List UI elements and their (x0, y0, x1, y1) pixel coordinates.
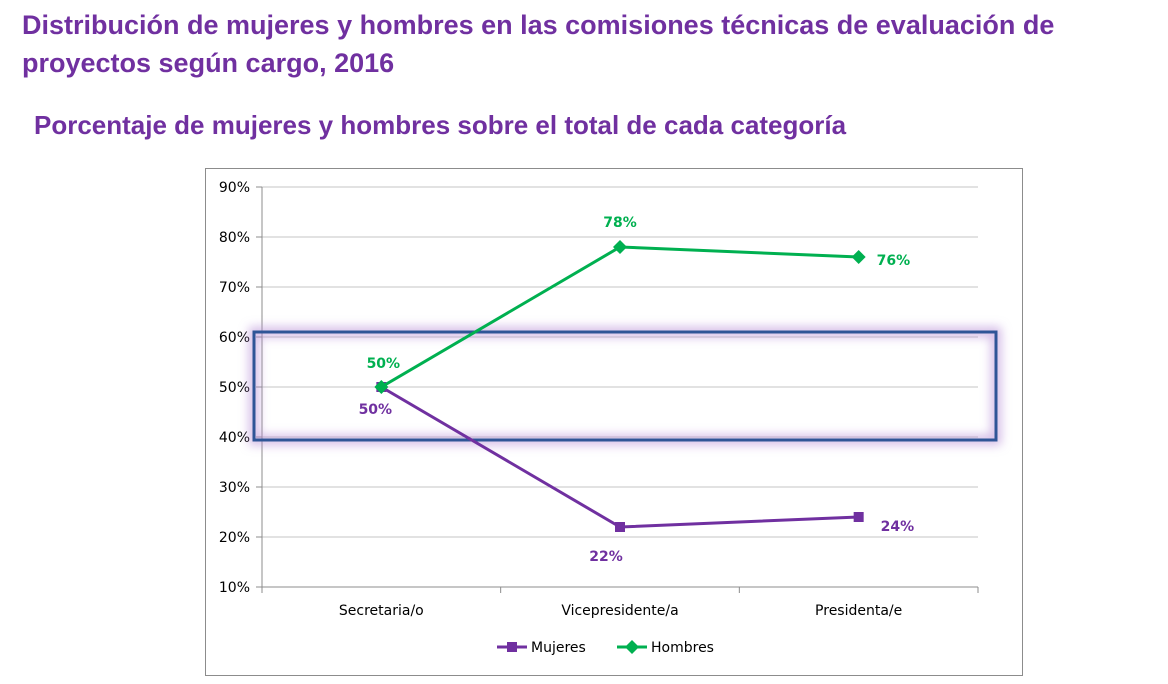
y-tick-label: 30% (219, 480, 250, 496)
y-tick-label: 50% (219, 380, 250, 396)
data-point-hombres (613, 240, 627, 254)
data-point-hombres (374, 380, 389, 394)
axes: 10% 20% 30% 40% 50% 60% 70% 80% 90% Secretaria/o V… (219, 180, 979, 619)
series-line-hombres (380, 245, 859, 389)
x-tick-label: Secretaria/o (339, 603, 424, 619)
y-tick-label: 90% (219, 180, 250, 196)
series-line-mujeres (380, 385, 859, 529)
legend-label-hombres: Hombres (651, 640, 714, 656)
y-tick-label: 60% (219, 330, 250, 346)
highlight-box (249, 327, 1001, 445)
data-label-mujeres: 50% (359, 402, 393, 418)
series (374, 240, 866, 532)
legend: Mujeres Hombres (497, 640, 714, 656)
page-title: Distribución de mujeres y hombres en las… (22, 10, 1055, 78)
y-tick-label: 40% (219, 430, 250, 446)
page-subtitle: Porcentaje de mujeres y hombres sobre el… (34, 110, 847, 140)
data-label-mujeres: 24% (881, 519, 915, 535)
legend-label-mujeres: Mujeres (531, 640, 586, 656)
y-tick-label: 80% (219, 230, 250, 246)
chart-frame (205, 168, 1023, 676)
data-point-mujeres (615, 522, 625, 532)
data-label-hombres: 76% (877, 253, 911, 269)
legend-marker-mujeres (507, 642, 517, 652)
highlight-glow (249, 327, 1001, 445)
y-tick-label: 20% (219, 530, 250, 546)
data-labels: 50% 22% 24% 50% 78% 76% (359, 215, 915, 565)
y-tick-label: 70% (219, 280, 250, 296)
data-label-mujeres: 22% (589, 549, 623, 565)
highlight-rectangle (252, 330, 998, 442)
data-point-hombres (851, 250, 866, 264)
data-label-hombres: 50% (367, 356, 401, 372)
x-tick-label: Vicepresidente/a (561, 603, 678, 619)
legend-marker-hombres (625, 640, 639, 654)
y-tick-label: 10% (219, 580, 250, 596)
data-point-mujeres (853, 512, 864, 522)
data-label-hombres: 78% (603, 215, 637, 231)
x-tick-label: Presidenta/e (815, 603, 902, 619)
